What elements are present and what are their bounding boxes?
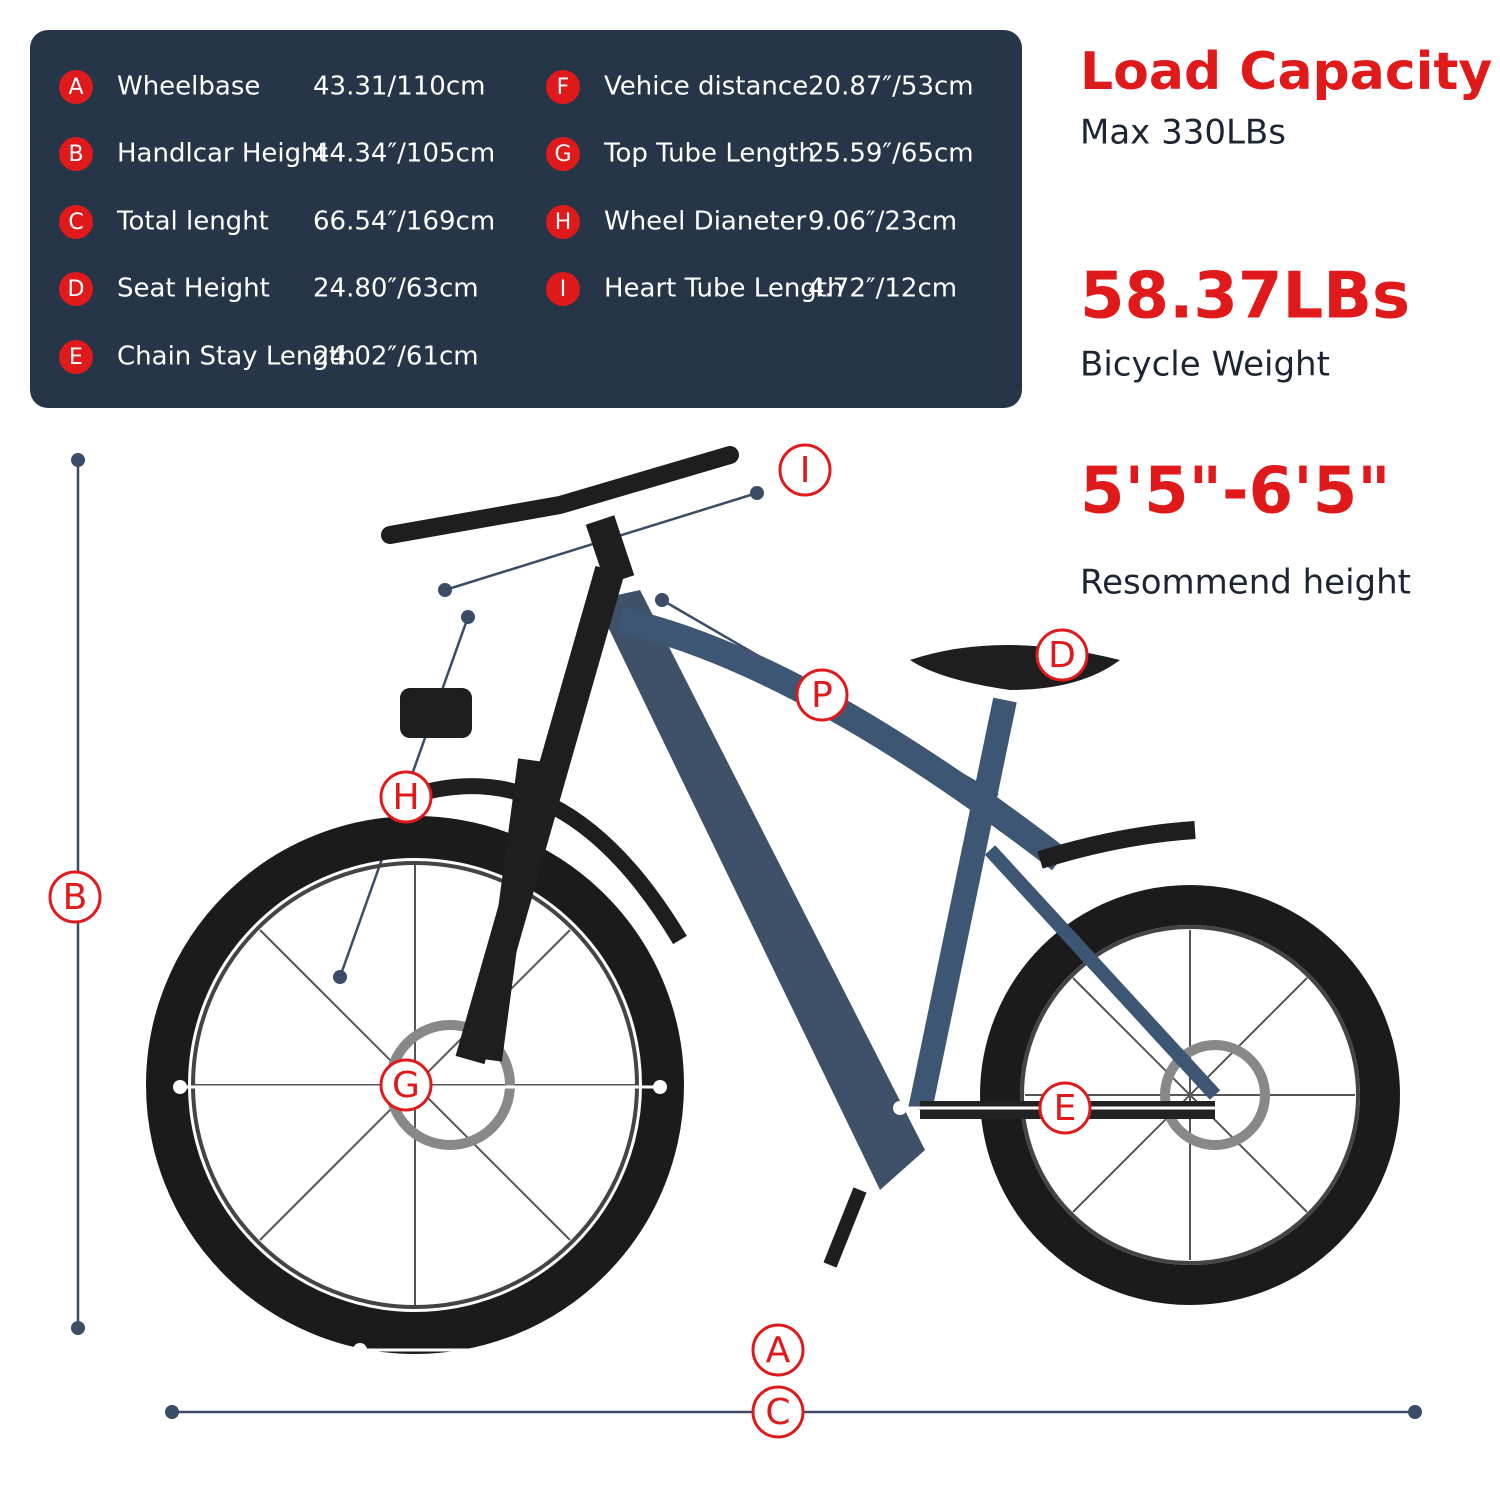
spec-value: 43.31/110cm xyxy=(313,72,485,102)
marker-badge xyxy=(795,668,849,722)
marker-badge xyxy=(1035,628,1089,682)
spec-name: Wheelbase xyxy=(117,72,260,102)
marker-badge xyxy=(48,870,102,924)
spec-value: 20.87″/53cm xyxy=(808,72,974,102)
spec-letter: C xyxy=(68,210,83,235)
spec-name: Top Tube Length xyxy=(603,139,815,169)
marker-badge xyxy=(778,443,832,497)
spec-value: 25.59″/65cm xyxy=(808,139,974,169)
spec-value: 24.80″/63cm xyxy=(313,274,479,304)
marker-letter: C xyxy=(765,1392,790,1433)
spec-letter: F xyxy=(557,75,570,100)
highlight-caption: Max 330LBs xyxy=(1080,113,1286,153)
highlight-headline: 58.37LBs xyxy=(1080,260,1410,334)
marker-badge xyxy=(751,1385,805,1439)
badge xyxy=(546,70,580,104)
marker-badge xyxy=(751,1323,805,1377)
spec-name: Handlcar Height xyxy=(117,139,328,169)
highlight-headline: 5'5"-6'5" xyxy=(1080,455,1391,529)
spec-letter: G xyxy=(554,142,571,167)
spec-name: Wheel Dianeter xyxy=(604,207,807,237)
marker-letter: D xyxy=(1048,635,1076,676)
highlight-headline: Load Capacity xyxy=(1080,42,1492,102)
marker-letter: B xyxy=(63,877,88,918)
spec-letter: A xyxy=(68,75,83,100)
badge xyxy=(546,205,580,239)
marker-letter: E xyxy=(1054,1088,1077,1129)
marker-letter: A xyxy=(766,1330,791,1371)
spec-value: 24.02″/61cm xyxy=(313,342,479,372)
spec-name: Chain Stay Length xyxy=(117,342,356,372)
spec-name: Seat Height xyxy=(117,274,270,304)
marker-badge xyxy=(379,1058,433,1112)
spec-name: Total lenght xyxy=(116,207,269,237)
marker-letter: G xyxy=(392,1065,420,1106)
spec-letter: E xyxy=(69,345,83,370)
badge xyxy=(59,272,93,306)
badge xyxy=(546,137,580,171)
spec-panel xyxy=(30,30,1022,408)
spec-value: 66.54″/169cm xyxy=(313,207,495,237)
marker-badge xyxy=(379,770,433,824)
marker-badge xyxy=(1038,1081,1092,1135)
badge xyxy=(59,340,93,374)
spec-letter: B xyxy=(68,142,83,167)
marker-letter: P xyxy=(811,675,833,716)
badge xyxy=(59,205,93,239)
spec-letter: D xyxy=(68,277,85,302)
spec-letter: H xyxy=(555,210,572,235)
badge xyxy=(59,70,93,104)
highlight-caption: Bicycle Weight xyxy=(1080,345,1330,385)
bicycle xyxy=(146,446,1400,1354)
highlight-caption: Resommend height xyxy=(1080,563,1411,603)
spec-name: Heart Tube Length xyxy=(604,274,843,304)
badge xyxy=(59,137,93,171)
badge xyxy=(546,272,580,306)
spec-value: 9.06″/23cm xyxy=(808,207,957,237)
spec-value: 4.72″/12cm xyxy=(808,274,957,304)
spec-letter: I xyxy=(560,277,567,302)
spec-value: 44.34″/105cm xyxy=(313,139,495,169)
spec-name: Vehice distance xyxy=(604,72,808,102)
marker-letter: H xyxy=(392,777,419,818)
marker-letter: I xyxy=(800,450,811,491)
